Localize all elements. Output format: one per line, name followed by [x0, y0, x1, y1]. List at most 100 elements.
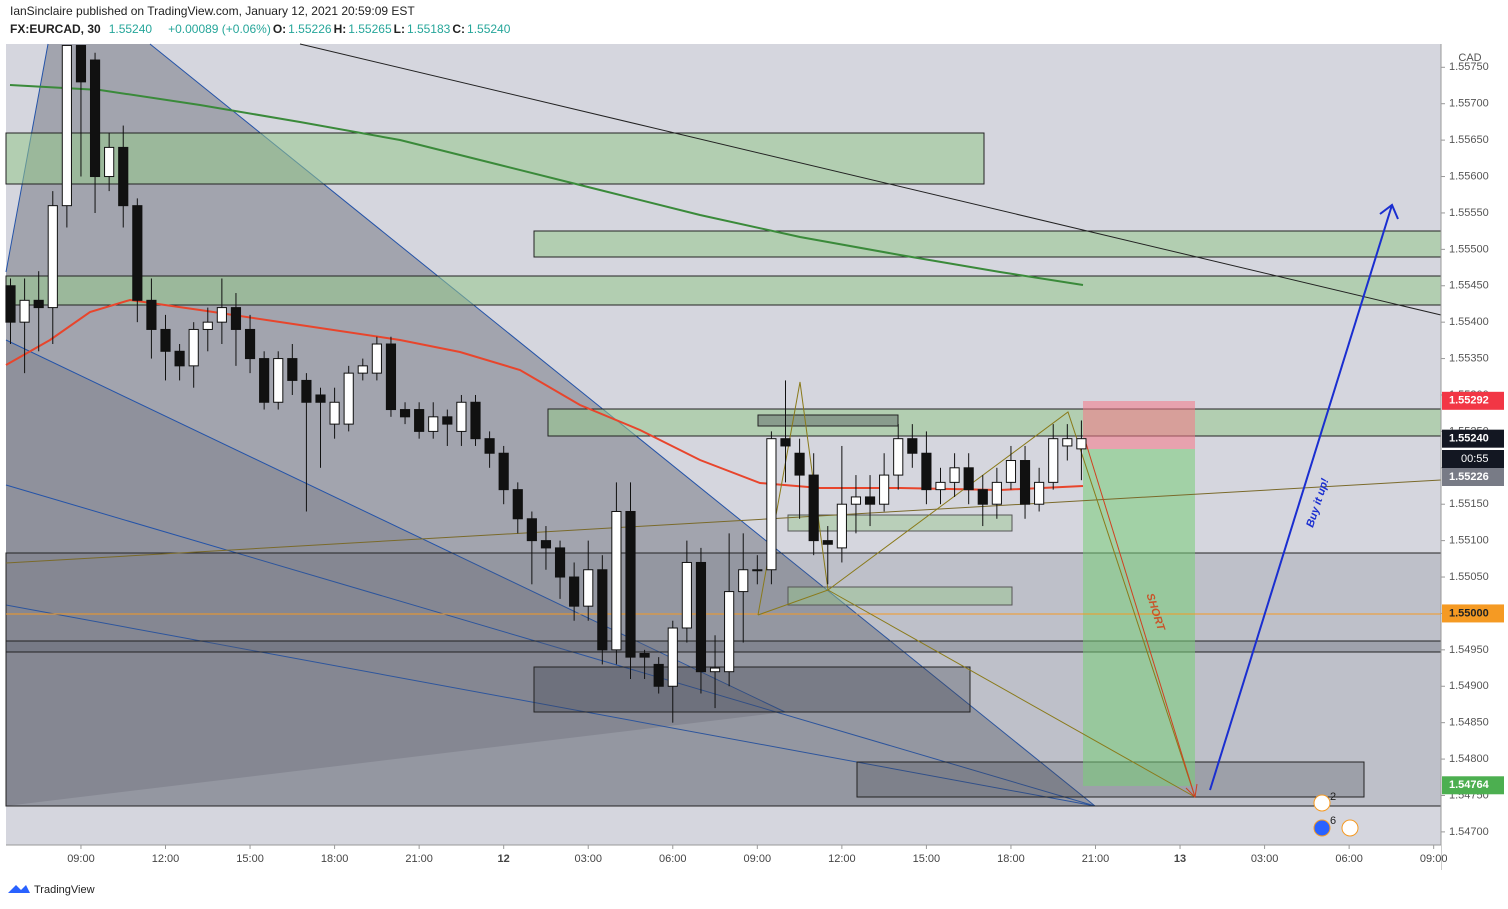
candle-body — [301, 379, 312, 403]
candle-body — [921, 452, 932, 491]
x-tick-label: 18:00 — [321, 853, 349, 865]
candle-body — [822, 540, 833, 545]
candle-body — [146, 299, 157, 330]
symbol: FX:EURCAD, 30 — [10, 22, 101, 36]
header-value: 1.55240 — [467, 22, 511, 36]
candle-body — [456, 401, 467, 432]
x-tick-label: 18:00 — [997, 853, 1025, 865]
price-tag-label: 1.55000 — [1449, 607, 1489, 619]
candle-body — [399, 409, 411, 418]
candle-body — [611, 510, 622, 651]
publisher: IanSinclaire published on TradingView.co… — [10, 4, 415, 18]
x-tick-label: 15:00 — [236, 853, 264, 865]
candle-body — [597, 569, 608, 651]
x-tick-label: 15:00 — [913, 853, 941, 865]
y-tick-label: 1.55650 — [1449, 134, 1489, 146]
candle-body — [273, 358, 284, 403]
candle-body — [554, 547, 566, 578]
candle-body — [47, 205, 58, 309]
price-tag — [1442, 604, 1504, 623]
x-tick-label: 13 — [1174, 853, 1186, 865]
candle-body — [428, 416, 439, 432]
candle-body — [329, 401, 340, 425]
candle-body — [89, 59, 101, 178]
candle-body — [738, 569, 749, 593]
x-tick-label: 06:00 — [659, 853, 687, 865]
candle-body — [836, 503, 847, 549]
candle-body — [484, 438, 495, 454]
candle-body — [780, 438, 791, 447]
candle-body — [1062, 438, 1073, 447]
price-tag — [1442, 391, 1504, 410]
candle-body — [977, 489, 988, 505]
candle-body — [414, 409, 425, 432]
price-tag-label: 1.55292 — [1449, 395, 1489, 407]
header-value: L: — [394, 22, 405, 36]
x-tick-label: 21:00 — [405, 853, 433, 865]
event-icon — [1341, 819, 1359, 837]
y-tick-label: 1.54850 — [1449, 717, 1489, 729]
candle-body — [681, 561, 692, 629]
price-tag — [1442, 776, 1504, 795]
candle-body — [19, 299, 30, 323]
candle-body — [864, 496, 876, 505]
candle-body — [75, 44, 87, 83]
candle-body — [935, 481, 946, 491]
candle-body — [526, 518, 537, 542]
candle-body — [949, 467, 960, 483]
candle-body — [61, 44, 72, 207]
candle-body — [287, 358, 298, 381]
candle-body — [1019, 460, 1031, 505]
candle-body — [202, 321, 213, 330]
candle-body — [5, 285, 16, 323]
candle-body — [160, 328, 171, 352]
candle-body — [695, 561, 707, 673]
candle-body — [1048, 438, 1059, 483]
y-tick-label: 1.55400 — [1449, 316, 1489, 328]
axis-label: CAD — [1458, 52, 1481, 64]
candle-body — [1076, 438, 1087, 450]
candle-body — [625, 510, 636, 658]
candle-body — [259, 358, 270, 403]
candle-body — [667, 627, 678, 687]
y-tick-label: 1.55050 — [1449, 571, 1489, 583]
candle-body — [794, 452, 805, 476]
candle-body — [216, 307, 227, 323]
x-tick-label: 09:00 — [67, 853, 95, 865]
header-value: H: — [334, 22, 347, 36]
candle-body — [766, 438, 777, 571]
candle-body — [371, 343, 382, 374]
x-tick-label: 03:00 — [1251, 853, 1279, 865]
candle-body — [808, 474, 819, 542]
candle-body — [991, 481, 1002, 505]
logo-icon — [8, 885, 30, 893]
price-tag — [1442, 468, 1504, 486]
candle-body — [1034, 481, 1045, 505]
y-tick-label: 1.55100 — [1449, 535, 1489, 547]
candle-body — [512, 489, 523, 520]
candle-body — [893, 438, 904, 476]
candle-body — [709, 667, 721, 673]
candle-body — [385, 343, 397, 411]
candle-body — [244, 328, 256, 360]
y-tick-label: 1.55550 — [1449, 207, 1489, 219]
y-tick-label: 1.55700 — [1449, 98, 1489, 110]
y-tick-label: 1.54900 — [1449, 680, 1489, 692]
x-tick-label: 03:00 — [574, 853, 602, 865]
event-count: 6 — [1330, 815, 1336, 827]
candle-body — [33, 299, 44, 309]
header-value: 1.55240 — [109, 22, 153, 36]
event-icon — [1313, 794, 1331, 812]
candle-body — [653, 663, 664, 687]
candle-body — [174, 350, 185, 367]
header-value: C: — [452, 22, 465, 36]
candle-body — [357, 365, 368, 374]
y-tick-label: 1.54950 — [1449, 644, 1489, 656]
x-tick-label: 12 — [498, 853, 510, 865]
candle-body — [963, 467, 974, 491]
header-value: 1.55183 — [407, 22, 451, 36]
x-tick-label: 12:00 — [152, 853, 180, 865]
x-tick-label: 12:00 — [828, 853, 856, 865]
candle-body — [639, 652, 650, 658]
y-tick-label: 1.55450 — [1449, 280, 1489, 292]
